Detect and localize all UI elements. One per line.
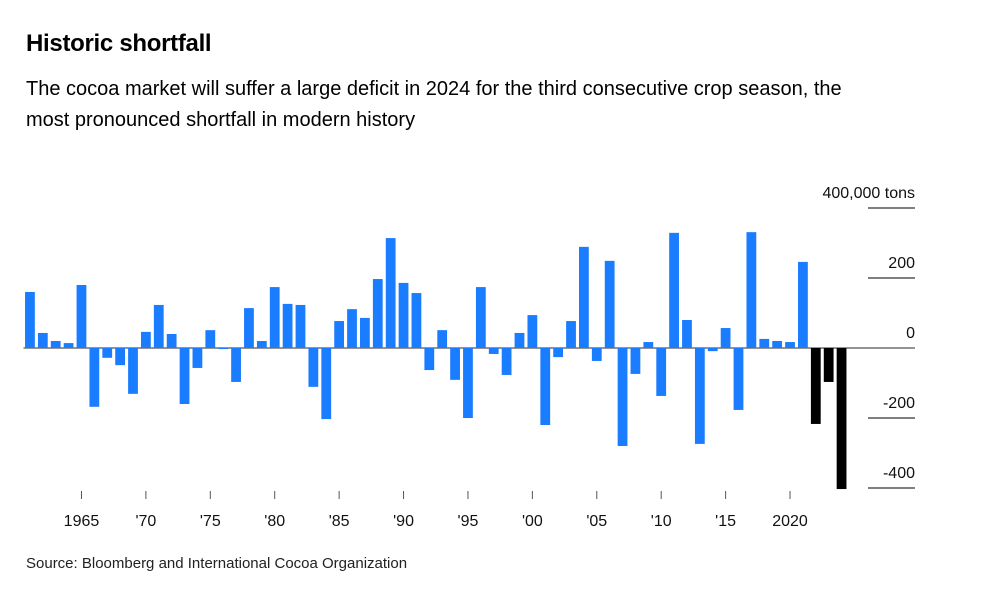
x-tick-label: '85 (329, 513, 350, 530)
source-note: Source: Bloomberg and International Coco… (26, 555, 408, 572)
x-tick-label: '15 (715, 513, 736, 530)
x-tick-label: '10 (651, 513, 672, 530)
bar (244, 308, 254, 348)
bar (179, 348, 190, 404)
bar (501, 348, 512, 375)
chart-title: Historic shortfall (26, 30, 212, 57)
bar (707, 348, 718, 352)
bar (617, 348, 628, 446)
bar (282, 303, 293, 348)
bar (321, 348, 332, 420)
bar (527, 315, 538, 348)
bar (514, 332, 525, 348)
bar (798, 261, 808, 348)
bar (579, 246, 589, 348)
bar (759, 338, 770, 348)
x-tick-label: '05 (586, 513, 607, 530)
bar (25, 292, 35, 348)
bar (643, 342, 654, 348)
bar (682, 320, 692, 348)
bar (359, 317, 370, 348)
bar (488, 348, 499, 354)
bar (37, 332, 48, 348)
bar (140, 331, 151, 348)
x-tick-label: '70 (135, 513, 156, 530)
x-tick-label: '00 (522, 513, 543, 530)
x-tick-label: '75 (200, 513, 221, 530)
bar (463, 348, 473, 418)
bar (76, 285, 87, 348)
y-tick-label: -200 (883, 395, 915, 412)
x-tick-label: '90 (393, 513, 414, 530)
bar (50, 341, 61, 348)
bar (810, 348, 821, 424)
bar (785, 342, 795, 348)
bar (694, 348, 705, 444)
bar (733, 348, 744, 410)
bar (604, 260, 615, 348)
bar (153, 304, 164, 348)
bar (192, 348, 203, 368)
bar (334, 321, 345, 348)
bar (256, 341, 267, 348)
x-tick-label: '80 (264, 513, 285, 530)
bar (128, 348, 138, 394)
bar (347, 309, 357, 348)
y-tick-label: -400 (883, 465, 915, 482)
bar (166, 334, 177, 348)
y-tick-label: 0 (906, 325, 915, 342)
bar (566, 321, 576, 348)
bar (398, 282, 409, 348)
bar (772, 341, 783, 348)
bar (372, 279, 383, 348)
y-tick-label: 200 (888, 255, 915, 272)
bar (295, 304, 306, 348)
x-tick-label: 1965 (64, 513, 100, 530)
bar (269, 287, 280, 348)
bar (437, 330, 448, 348)
bar (836, 348, 847, 490)
bar (720, 328, 731, 348)
bar (656, 348, 667, 396)
bar (630, 348, 641, 374)
bar (218, 348, 229, 350)
bar (308, 348, 319, 387)
bar (63, 343, 74, 348)
bar (205, 330, 216, 348)
chart-subtitle: The cocoa market will suffer a large def… (26, 78, 842, 131)
bar (115, 348, 126, 366)
bar (102, 348, 113, 358)
bar (746, 232, 757, 348)
bar (475, 287, 486, 348)
bar (540, 348, 551, 425)
bar (411, 293, 422, 348)
bar (669, 232, 679, 348)
y-tick-label: 400,000 tons (822, 185, 915, 202)
x-tick-label: 2020 (772, 513, 808, 530)
bar (424, 348, 435, 371)
bar (823, 348, 834, 382)
bar (89, 348, 100, 407)
bar (231, 348, 241, 382)
bar (591, 348, 602, 361)
bar (450, 348, 460, 380)
x-tick-label: '95 (458, 513, 479, 530)
bar (385, 238, 396, 348)
bar (553, 348, 564, 358)
